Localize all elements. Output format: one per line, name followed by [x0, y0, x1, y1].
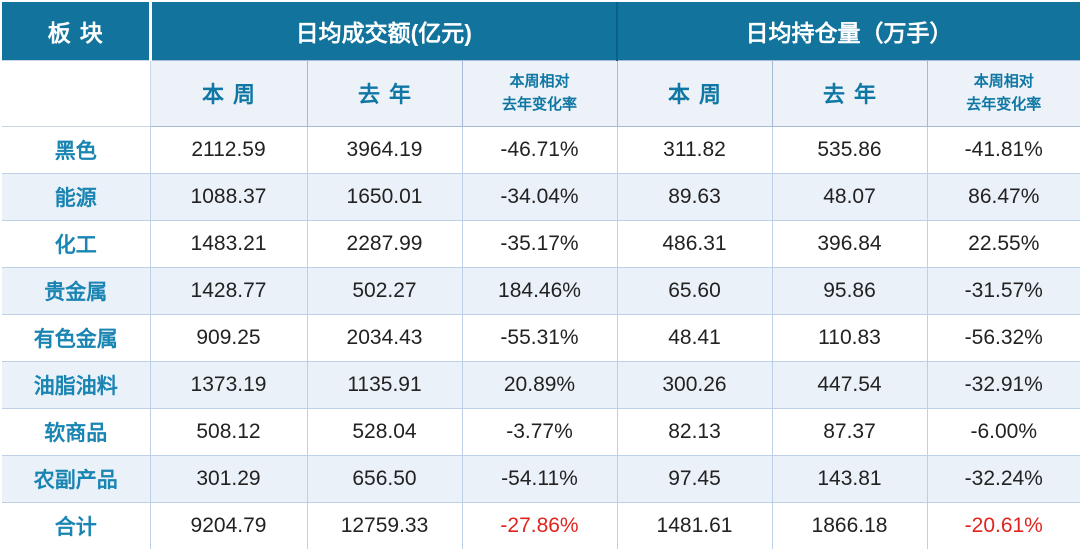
value-cell: 97.45	[616, 454, 773, 503]
value-cell: 22.55%	[926, 219, 1080, 268]
value-cell: -32.91%	[926, 360, 1080, 409]
total-change-cell: -20.61%	[926, 501, 1080, 549]
value-cell: -34.04%	[461, 172, 618, 221]
oi-this-week-header: 本周	[616, 59, 773, 127]
value-cell: -6.00%	[926, 407, 1080, 456]
sector-cell: 化工	[2, 219, 151, 268]
value-cell: 447.54	[771, 360, 928, 409]
sub-header-row: 本周 去年 本周相对 去年变化率 本周 去年 本周相对 去年变化率	[2, 59, 1080, 127]
value-cell: 2034.43	[306, 313, 463, 362]
sector-cell: 黑色	[2, 125, 151, 174]
turnover-change-header: 本周相对 去年变化率	[461, 59, 618, 127]
value-cell: 1483.21	[149, 219, 308, 268]
table-row-soft-commodities: 软商品 508.12 528.04 -3.77% 82.13 87.37 -6.…	[2, 407, 1080, 456]
value-cell: 86.47%	[926, 172, 1080, 221]
sector-cell: 软商品	[2, 407, 151, 456]
value-cell: 486.31	[616, 219, 773, 268]
value-cell: 2287.99	[306, 219, 463, 268]
oi-change-header: 本周相对 去年变化率	[926, 59, 1080, 127]
sub-header-empty-cell	[2, 59, 151, 127]
total-value-cell: 9204.79	[149, 501, 308, 549]
value-cell: 3964.19	[306, 125, 463, 174]
open-interest-group-header: 日均持仓量（万手）	[615, 2, 1080, 60]
value-cell: 528.04	[306, 407, 463, 456]
value-cell: 1650.01	[306, 172, 463, 221]
sector-cell: 能源	[2, 172, 151, 221]
value-cell: 502.27	[306, 266, 463, 315]
value-cell: -31.57%	[926, 266, 1080, 315]
table-row-black: 黑色 2112.59 3964.19 -46.71% 311.82 535.86…	[2, 125, 1080, 174]
value-cell: 300.26	[616, 360, 773, 409]
turnover-this-week-header: 本周	[149, 59, 308, 127]
value-cell: 396.84	[771, 219, 928, 268]
value-cell: 1373.19	[149, 360, 308, 409]
table-row-energy: 能源 1088.37 1650.01 -34.04% 89.63 48.07 8…	[2, 172, 1080, 221]
value-cell: 909.25	[149, 313, 308, 362]
value-cell: 2112.59	[149, 125, 308, 174]
value-cell: -46.71%	[461, 125, 618, 174]
sector-cell: 贵金属	[2, 266, 151, 315]
sector-cell: 油脂油料	[2, 360, 151, 409]
turnover-group-header: 日均成交额(亿元)	[148, 2, 617, 60]
value-cell: 87.37	[771, 407, 928, 456]
table-row-agricultural-byproducts: 农副产品 301.29 656.50 -54.11% 97.45 143.81 …	[2, 454, 1080, 503]
value-cell: 535.86	[771, 125, 928, 174]
table-row-total: 合计 9204.79 12759.33 -27.86% 1481.61 1866…	[2, 501, 1080, 549]
value-cell: 1135.91	[306, 360, 463, 409]
value-cell: -35.17%	[461, 219, 618, 268]
table-row-chemicals: 化工 1483.21 2287.99 -35.17% 486.31 396.84…	[2, 219, 1080, 268]
value-cell: -41.81%	[926, 125, 1080, 174]
total-change-cell: -27.86%	[461, 501, 618, 549]
value-cell: 65.60	[616, 266, 773, 315]
value-cell: 82.13	[616, 407, 773, 456]
total-value-cell: 12759.33	[306, 501, 463, 549]
value-cell: 143.81	[771, 454, 928, 503]
value-cell: 1428.77	[149, 266, 308, 315]
sector-cell: 农副产品	[2, 454, 151, 503]
value-cell: 48.41	[616, 313, 773, 362]
sector-cell: 有色金属	[2, 313, 151, 362]
group-header-row: 板块 日均成交额(亿元) 日均持仓量（万手）	[2, 2, 1080, 60]
value-cell: -3.77%	[461, 407, 618, 456]
value-cell: 301.29	[149, 454, 308, 503]
oi-last-year-header: 去年	[771, 59, 928, 127]
table-row-precious-metals: 贵金属 1428.77 502.27 184.46% 65.60 95.86 -…	[2, 266, 1080, 315]
value-cell: -55.31%	[461, 313, 618, 362]
table-row-base-metals: 有色金属 909.25 2034.43 -55.31% 48.41 110.83…	[2, 313, 1080, 362]
value-cell: 95.86	[771, 266, 928, 315]
value-cell: 311.82	[616, 125, 773, 174]
value-cell: 508.12	[149, 407, 308, 456]
total-value-cell: 1866.18	[771, 501, 928, 549]
total-label-cell: 合计	[2, 501, 151, 549]
value-cell: 110.83	[771, 313, 928, 362]
value-cell: -56.32%	[926, 313, 1080, 362]
table-row-oils-oilseeds: 油脂油料 1373.19 1135.91 20.89% 300.26 447.5…	[2, 360, 1080, 409]
value-cell: 184.46%	[461, 266, 618, 315]
sector-column-header: 板块	[2, 2, 150, 60]
value-cell: 656.50	[306, 454, 463, 503]
value-cell: -32.24%	[926, 454, 1080, 503]
value-cell: 48.07	[771, 172, 928, 221]
value-cell: -54.11%	[461, 454, 618, 503]
value-cell: 20.89%	[461, 360, 618, 409]
value-cell: 89.63	[616, 172, 773, 221]
turnover-last-year-header: 去年	[306, 59, 463, 127]
total-value-cell: 1481.61	[616, 501, 773, 549]
value-cell: 1088.37	[149, 172, 308, 221]
